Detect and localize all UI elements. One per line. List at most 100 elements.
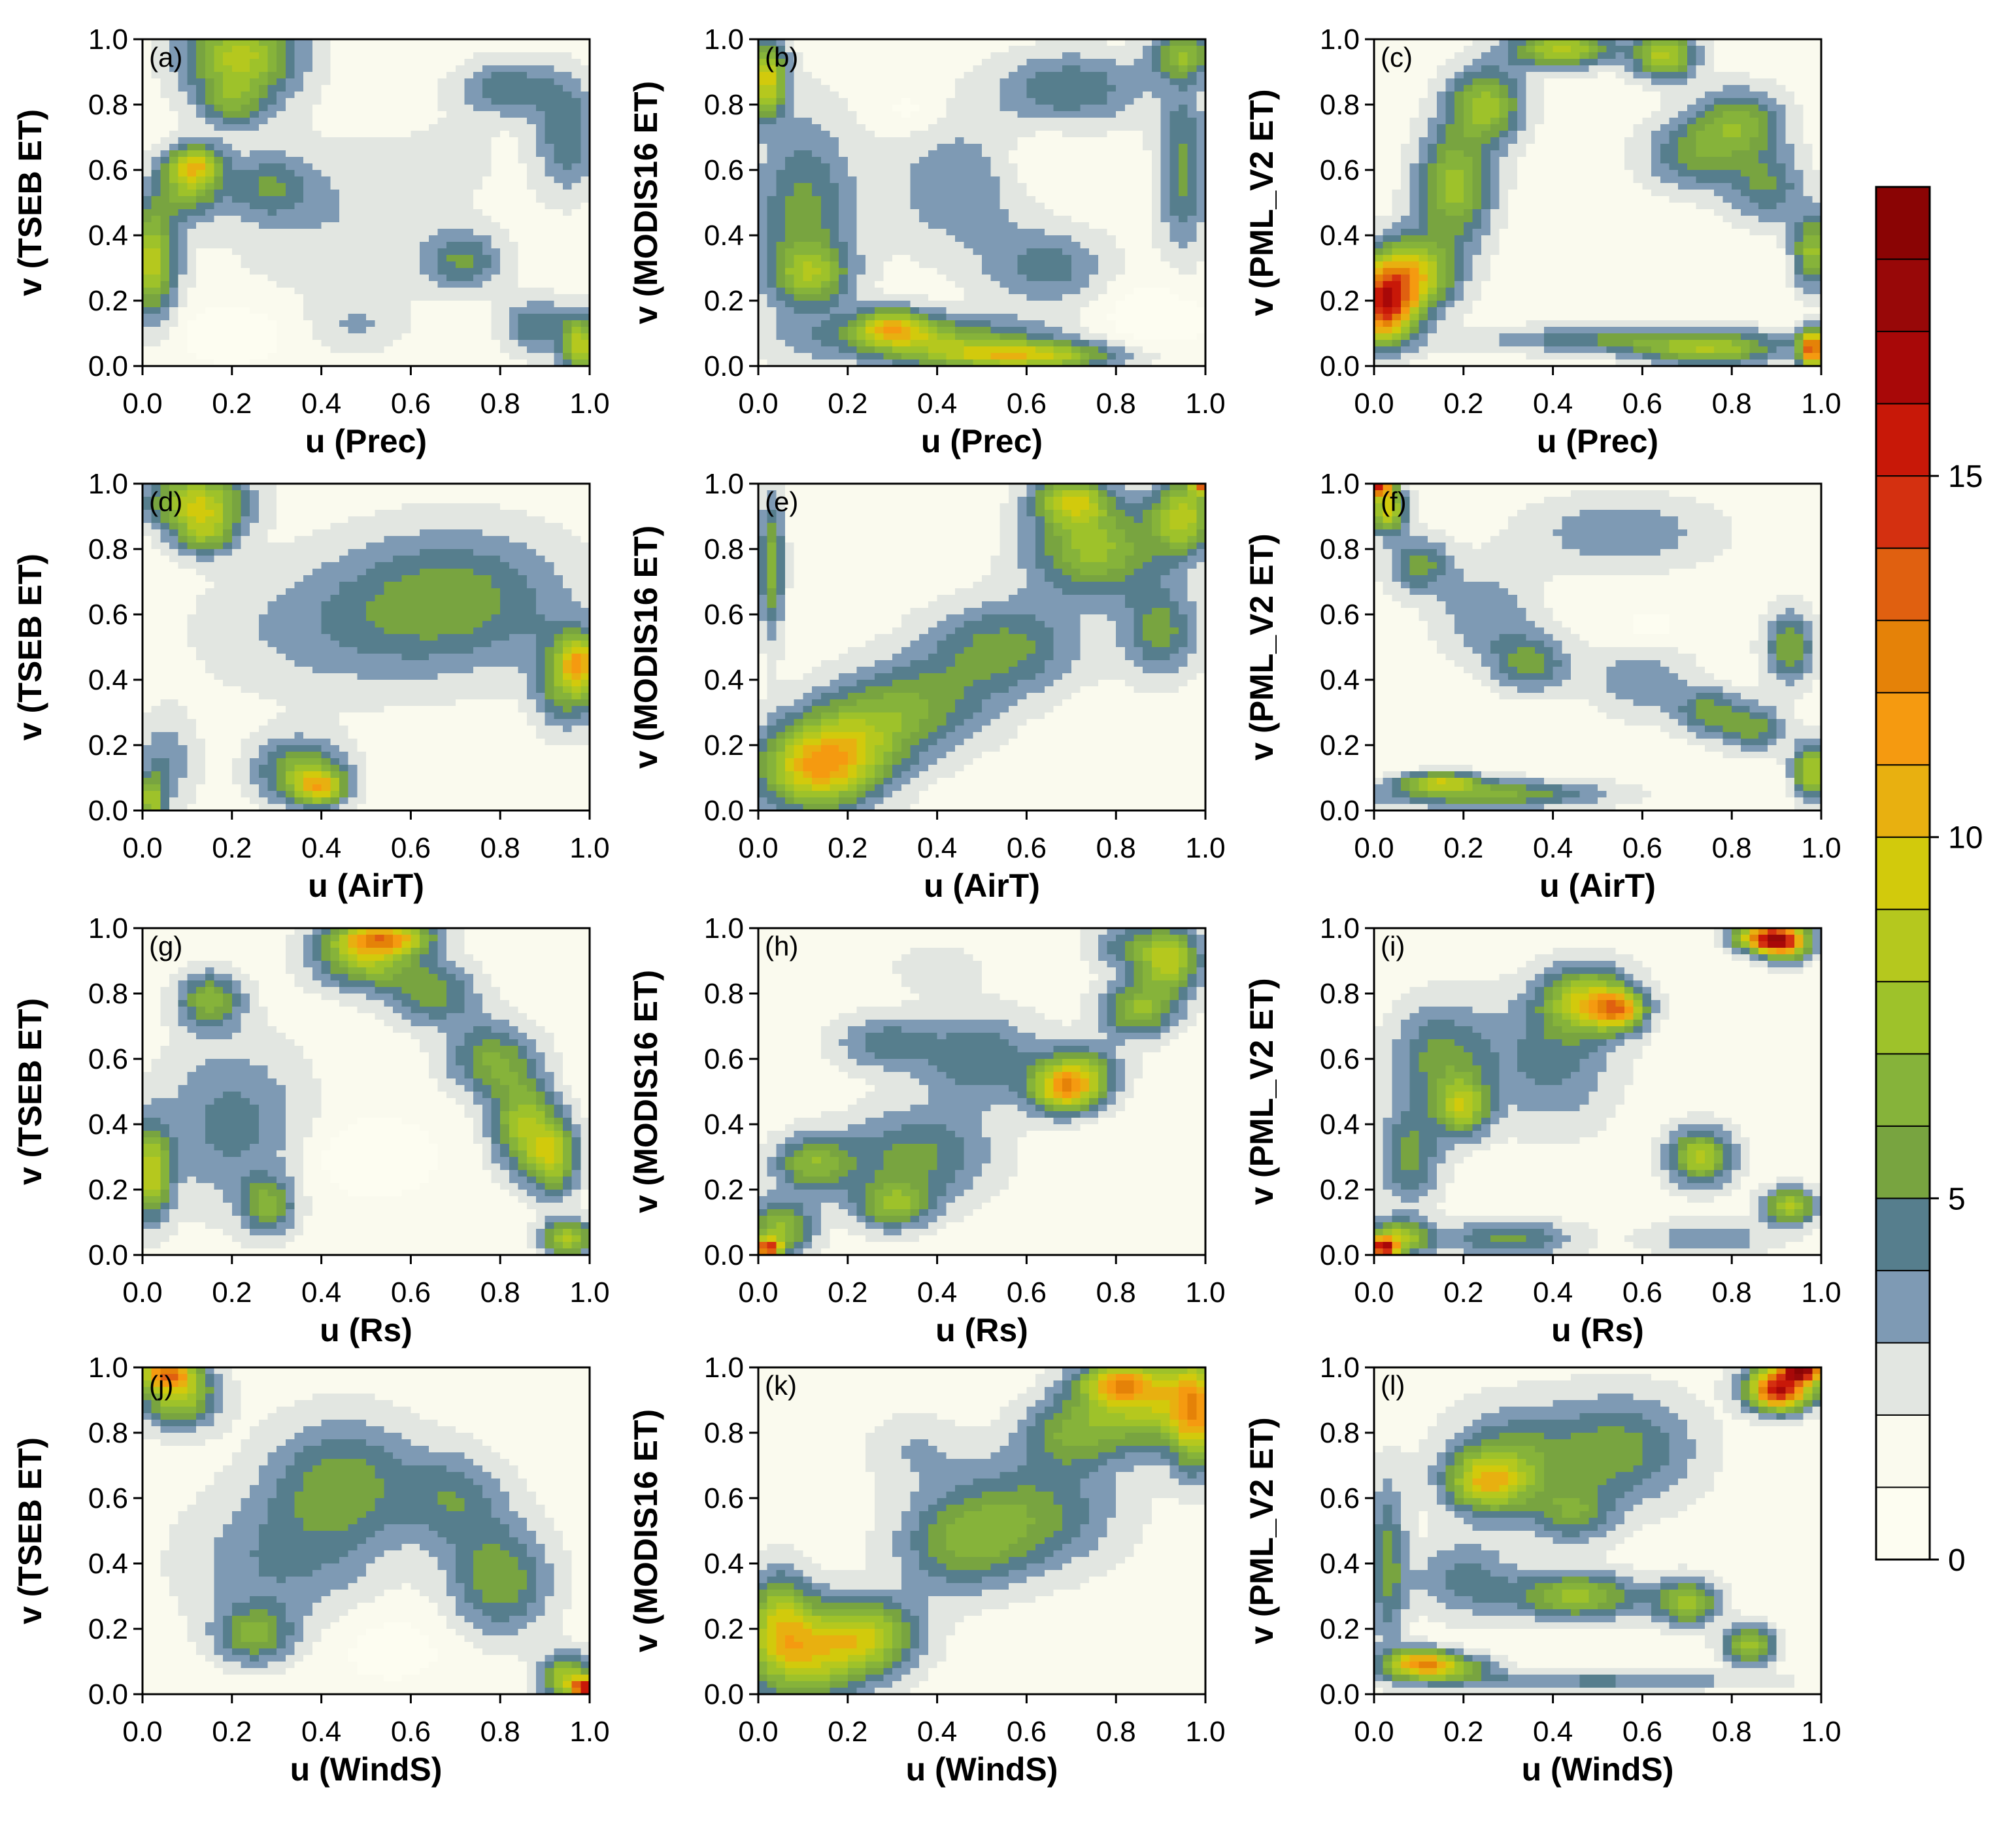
density-cell — [231, 144, 242, 151]
density-cell — [357, 190, 367, 197]
density-cell — [231, 190, 242, 197]
density-cell — [982, 340, 992, 347]
density-cell — [946, 176, 956, 184]
density-cell — [776, 72, 786, 79]
density-cell — [919, 131, 929, 138]
density-cell — [509, 144, 519, 151]
density-cell — [464, 248, 474, 256]
density-cell — [303, 111, 313, 118]
density-cell — [393, 190, 403, 197]
density-cell — [303, 235, 313, 242]
density-cell — [303, 170, 313, 177]
density-cell — [527, 307, 537, 314]
density-cell — [401, 242, 411, 249]
density-cell — [214, 216, 224, 223]
density-cell — [545, 327, 554, 334]
density-cell — [545, 314, 554, 321]
density-cell — [169, 98, 179, 105]
density-cell — [1187, 144, 1197, 151]
density-cell — [758, 327, 768, 334]
density-cell — [812, 92, 822, 99]
density-cell — [892, 320, 902, 327]
density-cell — [839, 229, 848, 236]
density-cell — [1178, 209, 1188, 216]
density-cell — [767, 294, 777, 301]
density-cell — [964, 301, 973, 308]
density-cell — [446, 359, 456, 367]
density-cell — [1178, 216, 1188, 223]
density-cell — [856, 301, 866, 308]
density-cell — [473, 261, 483, 269]
density-cell — [214, 209, 224, 216]
density-cell — [812, 59, 822, 66]
density-cell — [1116, 281, 1126, 288]
density-cell — [973, 78, 983, 86]
density-cell — [375, 124, 384, 131]
density-cell — [1053, 78, 1063, 86]
density-cell — [428, 333, 439, 341]
density-cell — [856, 176, 866, 184]
density-cell — [151, 320, 161, 327]
density-cell — [1044, 235, 1054, 242]
density-cell — [178, 222, 188, 229]
density-cell — [178, 203, 188, 210]
density-cell — [294, 39, 304, 46]
density-cell — [1044, 222, 1054, 229]
density-cell — [160, 170, 170, 177]
density-cell — [1187, 301, 1197, 308]
density-cell — [401, 268, 411, 275]
density-cell — [500, 39, 510, 46]
density-cell — [143, 144, 152, 151]
density-cell — [437, 294, 447, 301]
density-cell — [267, 85, 277, 92]
density-cell — [803, 124, 813, 131]
density-cell — [1169, 190, 1179, 197]
density-cell — [794, 353, 803, 360]
density-cell — [1196, 281, 1206, 288]
density-cell — [946, 52, 956, 59]
density-cell — [535, 78, 546, 86]
density-cell — [312, 340, 322, 347]
density-cell — [464, 196, 474, 203]
density-cell — [928, 46, 938, 53]
density-cell — [527, 235, 537, 242]
density-cell — [1124, 150, 1135, 158]
density-cell — [830, 216, 839, 223]
density-cell — [437, 209, 447, 216]
density-cell — [1134, 353, 1143, 360]
density-cell — [411, 190, 420, 197]
density-cell — [143, 222, 152, 229]
density-cell — [527, 248, 537, 256]
density-cell — [285, 235, 295, 242]
density-cell — [794, 183, 803, 190]
density-cell — [339, 52, 349, 59]
density-cell — [169, 78, 179, 86]
density-cell — [946, 261, 956, 269]
density-cell — [151, 118, 161, 125]
density-cell — [990, 268, 1000, 275]
density-cell — [1151, 261, 1162, 269]
density-cell — [554, 229, 563, 236]
density-cell — [1080, 275, 1090, 282]
density-cell — [1009, 340, 1018, 347]
density-cell — [1017, 98, 1027, 105]
density-cell — [767, 118, 777, 125]
density-cell — [303, 163, 313, 171]
density-cell — [420, 131, 429, 138]
density-cell — [562, 183, 573, 190]
density-cell — [277, 105, 286, 112]
density-cell — [1053, 111, 1063, 118]
density-cell — [455, 235, 465, 242]
density-cell — [143, 255, 152, 262]
density-cell — [919, 216, 929, 223]
density-cell — [580, 327, 590, 334]
density-cell — [464, 222, 474, 229]
density-cell — [455, 359, 465, 367]
density-cell — [205, 111, 215, 118]
density-cell — [830, 209, 839, 216]
density-cell — [562, 294, 573, 301]
density-cell — [1116, 261, 1126, 269]
density-cell — [937, 235, 947, 242]
density-cell — [277, 275, 286, 282]
density-cell — [892, 124, 902, 131]
